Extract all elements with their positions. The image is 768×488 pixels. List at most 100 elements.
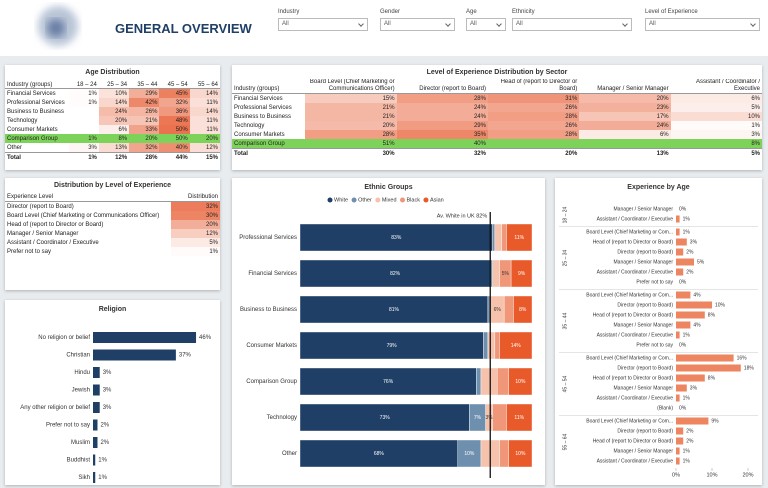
value-label: 6% — [494, 307, 502, 313]
value-label: 1% — [683, 229, 691, 235]
table-cell: Prefer not to say — [7, 248, 52, 255]
table-cell: 1% — [171, 247, 220, 256]
value-label: 3% — [690, 385, 698, 391]
sector-panel: Level of Experience Distribution by Sect… — [232, 65, 762, 170]
table-cell: 31% — [487, 93, 580, 103]
filter-dropdown[interactable]: All — [512, 18, 632, 31]
value-label: 2% — [686, 438, 694, 444]
bar-segment — [497, 367, 510, 396]
header-row: Experience Level Distribution — [5, 192, 220, 202]
value-label: 76% — [383, 379, 394, 385]
value-label: 37% — [179, 353, 192, 359]
filter-dropdown[interactable]: All — [466, 18, 506, 31]
category-label: Technology — [267, 415, 297, 421]
table-title: Distribution by Level of Experience — [53, 182, 172, 189]
table-cell: 8% — [670, 139, 762, 149]
column-header: 45 – 54 — [159, 79, 190, 89]
bar — [676, 248, 684, 256]
header: GENERAL OVERVIEW Industry All Gender All Age… — [0, 0, 768, 56]
bar — [676, 238, 687, 246]
bar-segment — [499, 439, 509, 468]
table-cell: 32% — [129, 143, 160, 153]
table-row: Manager / Senior Manager 12% — [5, 229, 220, 238]
legend-marker — [351, 197, 357, 203]
bar-segment — [299, 403, 470, 432]
x-tick-label: 0% — [672, 472, 680, 478]
bar-segment — [508, 439, 533, 468]
column-header: Industry (groups) — [5, 79, 69, 89]
bar-segment — [506, 403, 533, 432]
filter-dropdown[interactable]: All — [645, 18, 760, 31]
category-label: Manager / Senior Manager — [614, 385, 674, 391]
table-cell — [69, 107, 99, 116]
value-label: 5% — [502, 271, 510, 277]
column-header: Head of (report to Director or Board) — [487, 79, 580, 94]
distribution-panel: Distribution by Level of Experience Exper… — [5, 178, 220, 290]
table: Industry (groups) 18 – 24 25 – 34 35 – 44 45… — [5, 79, 220, 162]
table-cell: 28% — [129, 152, 160, 162]
table-cell: 24% — [579, 121, 671, 130]
table-title: Age Distribution — [85, 69, 140, 76]
bar-segment — [510, 259, 533, 288]
table-cell: 8% — [98, 134, 130, 143]
category-label: Other — [282, 451, 297, 457]
value-label: 2% — [686, 428, 694, 434]
bar — [676, 374, 705, 382]
table-row: Head of (report to Director or Board) 20% — [5, 220, 220, 229]
category-label: Director (report to Board) — [617, 428, 673, 434]
bar — [93, 437, 98, 448]
table-cell: Other — [7, 144, 23, 151]
value-label: 2% — [100, 440, 109, 446]
table-row: Professional Services 1% 14% 42% 32% 11% — [5, 98, 220, 107]
filter-label: Ethnicity — [512, 9, 535, 15]
chart: Ethnic Groups White Other Mixed Black Asian Pr… — [239, 184, 533, 478]
category-label: Board Level (Chief Marketing or Com... — [586, 355, 673, 361]
table-cell: 6% — [98, 125, 130, 134]
table-title: Level of Experience Distribution by Sect… — [426, 69, 568, 76]
header-row: Industry (groups) 18 – 24 25 – 34 35 – 44 45… — [5, 79, 220, 89]
value-label: 3% — [485, 415, 493, 421]
bar-segment — [483, 331, 489, 360]
value-label: 3% — [103, 388, 112, 394]
table-cell: 32% — [171, 201, 220, 211]
table-cell: 12% — [171, 229, 220, 238]
table-cell: 6% — [579, 130, 671, 139]
table-cell: Professional Services — [7, 99, 65, 106]
category-label: Prefer not to say — [46, 423, 90, 429]
bar-segment — [492, 259, 500, 288]
category-label: Board Level (Chief Marketing or Com... — [586, 229, 673, 235]
category-label: Assistant / Coordinator / Executive — [597, 458, 674, 464]
table-cell: 40% — [159, 143, 190, 153]
table-row: Assistant / Coordinator / Executive 5% — [5, 238, 220, 247]
filter-dropdown[interactable]: All — [278, 18, 368, 31]
bar — [676, 354, 734, 362]
table-cell: 26% — [487, 121, 580, 130]
reference-label: Av. White in UK 82% — [437, 213, 488, 219]
legend-marker — [400, 197, 405, 203]
value-label: 8% — [708, 312, 716, 318]
table-cell: 14% — [189, 88, 220, 98]
table-cell — [579, 139, 671, 149]
legend-label: Mixed — [382, 197, 397, 203]
table-cell: 51% — [305, 139, 397, 149]
category-label: Manager / Senior Manager — [614, 322, 674, 328]
table-cell: Assistant / Coordinator / Executive — [7, 239, 99, 246]
table-row: Director (report to Board) 32% — [5, 201, 220, 211]
value-label: 2% — [686, 249, 694, 255]
category-label: Comparison Group — [246, 379, 297, 385]
filter-label: Industry — [278, 9, 300, 15]
table-row: Total 30% 32% 20% 13% 5% — [232, 148, 762, 158]
bar — [93, 472, 96, 483]
category-label: Assistant / Coordinator / Executive — [597, 395, 674, 401]
filter-dropdown[interactable]: All — [380, 18, 455, 31]
table-cell: 3% — [68, 143, 99, 153]
category-label: Manager / Senior Manager — [614, 206, 674, 212]
value-label: 79% — [387, 343, 398, 349]
table-row: Technology 20% 29% 26% 24% 1% — [232, 121, 762, 130]
value-label: 14% — [511, 343, 522, 349]
filter: Age All — [466, 9, 506, 31]
table-cell: 6% — [670, 93, 762, 103]
table-cell: 44% — [159, 152, 190, 162]
table-cell: 32% — [396, 148, 488, 158]
table-cell: 14% — [98, 98, 130, 107]
